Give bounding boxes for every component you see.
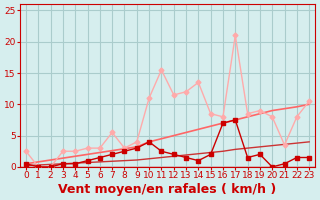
X-axis label: Vent moyen/en rafales ( km/h ): Vent moyen/en rafales ( km/h ): [59, 183, 277, 196]
